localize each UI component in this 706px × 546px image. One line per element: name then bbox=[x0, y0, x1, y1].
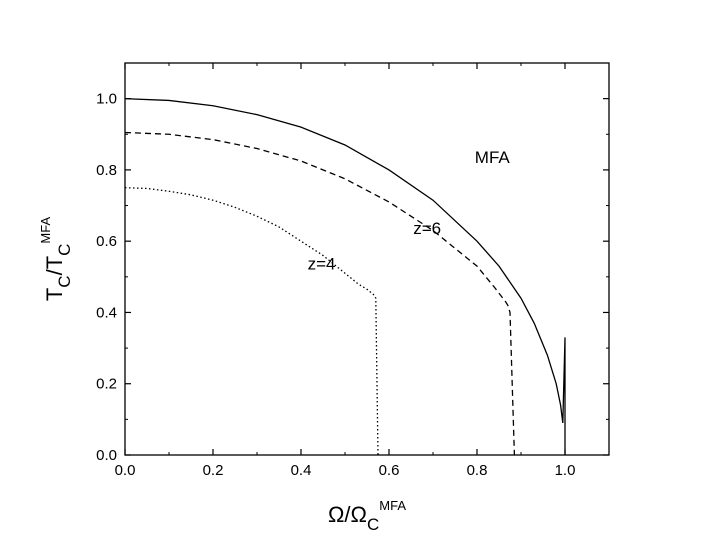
series-line-z4 bbox=[124, 187, 379, 456]
annotation-z6: z=6 bbox=[413, 219, 441, 238]
y-tick-label: 1.0 bbox=[96, 91, 117, 108]
x-axis-title-sub: C bbox=[367, 515, 379, 534]
ticks bbox=[124, 62, 610, 456]
annotation-z4: z=4 bbox=[308, 255, 336, 274]
x-tick-label: 0.8 bbox=[467, 462, 488, 479]
y-tick-label: 0.6 bbox=[96, 233, 117, 250]
y-tick-label: 0.8 bbox=[96, 162, 117, 179]
x-tick-label: 1.0 bbox=[555, 462, 576, 479]
series-line-z6 bbox=[124, 131, 516, 456]
tick-labels: 0.0 0.2 0.4 0.6 0.8 1.0 0.0 0.2 0.4 0.6 0.8 1.0 bbox=[96, 91, 575, 479]
y-axis-title-sub2: C bbox=[55, 244, 74, 256]
y-axis-title-sub1: C bbox=[55, 275, 74, 287]
x-axis-title-main: Ω/Ω bbox=[328, 502, 367, 527]
x-tick-label: 0.6 bbox=[379, 462, 400, 479]
x-axis-title-sup: MFA bbox=[379, 498, 406, 513]
x-tick-label: 0.2 bbox=[203, 462, 224, 479]
x-tick-label: 0.4 bbox=[291, 462, 312, 479]
series bbox=[124, 97, 566, 456]
y-tick-label: 0.0 bbox=[96, 447, 117, 464]
y-axis-title-sup: MFA bbox=[38, 217, 53, 244]
annotation-mfa: MFA bbox=[475, 148, 511, 167]
annotations: MFA z=6 z=4 bbox=[308, 148, 511, 274]
y-axis-title-mid: /T bbox=[42, 256, 67, 276]
x-axis-title: Ω/ΩCMFA bbox=[328, 498, 406, 534]
plot-frame bbox=[124, 62, 610, 456]
y-tick-label: 0.4 bbox=[96, 304, 117, 321]
series-line-mfa bbox=[124, 97, 566, 455]
y-tick-label: 0.2 bbox=[96, 376, 117, 393]
y-axis-title: TC/TCMFA bbox=[38, 217, 74, 302]
x-tick-label: 0.0 bbox=[115, 462, 136, 479]
y-axis-title-main: T bbox=[42, 288, 67, 301]
